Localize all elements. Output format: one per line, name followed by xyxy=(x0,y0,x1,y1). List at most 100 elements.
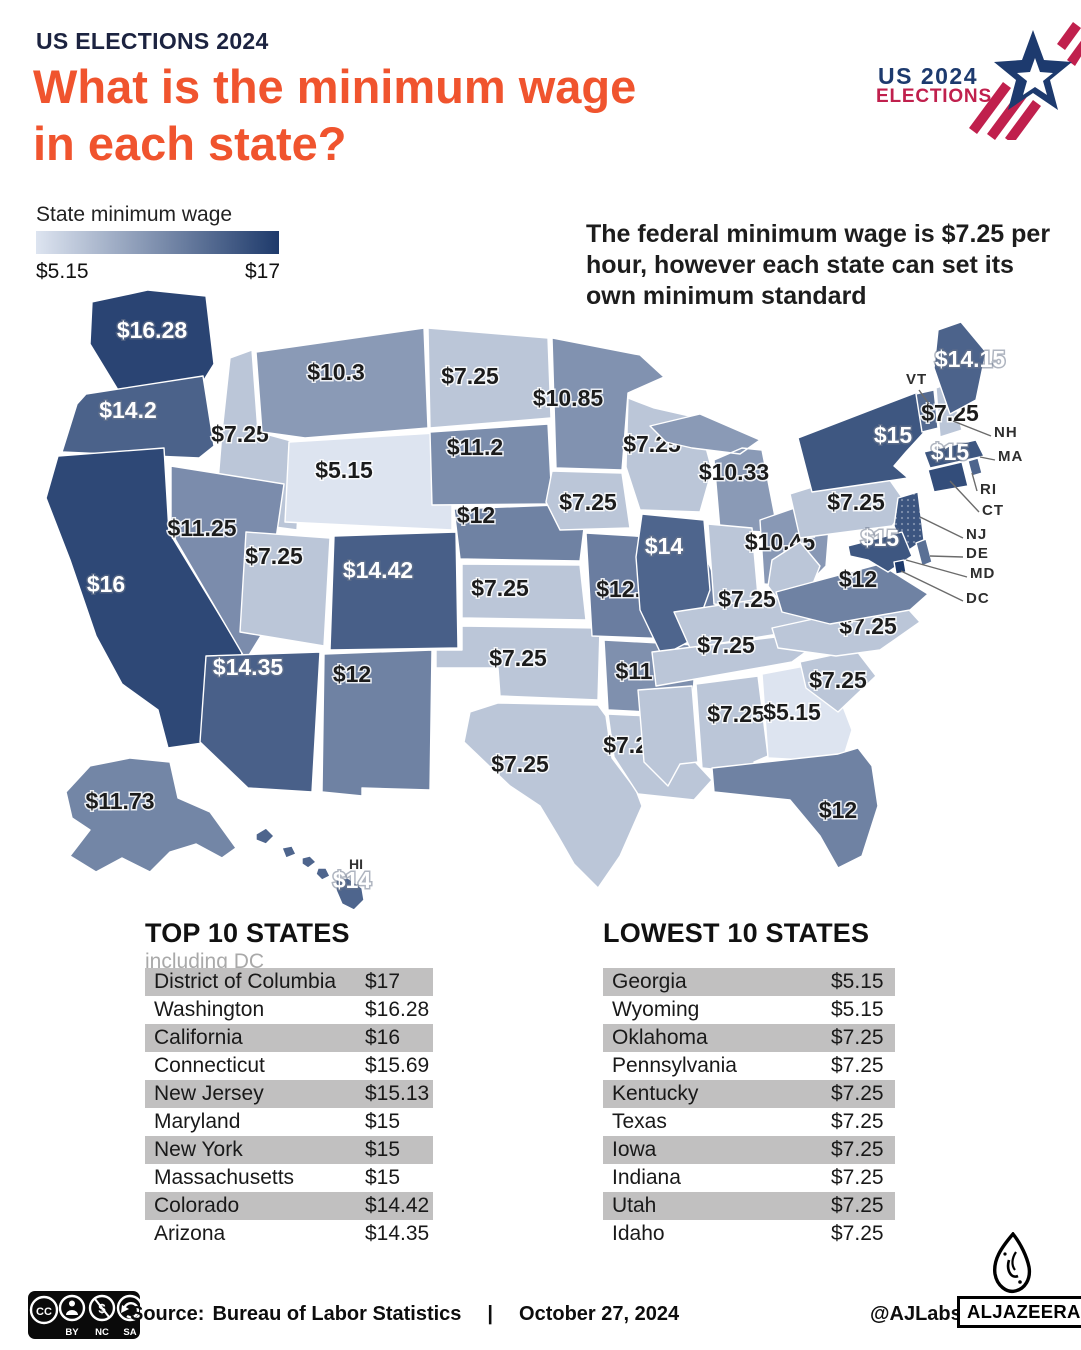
table-row: New Jersey $15.13 xyxy=(145,1080,433,1108)
state-AZ xyxy=(199,651,321,793)
top-10-table: TOP 10 STATES including DC District of C… xyxy=(145,918,433,1245)
top-10-subtitle: including DC xyxy=(145,950,265,973)
state-AL xyxy=(695,675,769,775)
state-DC xyxy=(893,559,907,575)
state-name: District of Columbia xyxy=(154,970,337,993)
us2024-elections-star-icon xyxy=(969,22,1081,140)
callout-line-DC xyxy=(900,570,964,602)
map-value-label-AK: $11.73 xyxy=(85,788,154,814)
callout-label-CT: CT xyxy=(982,502,1004,519)
state-MS xyxy=(637,685,699,787)
state-CO xyxy=(329,531,459,651)
map-value-label-MA: $15 xyxy=(931,439,970,465)
state-name: Pennsylvania xyxy=(612,1054,737,1077)
map-value-label-ND: $7.25 xyxy=(441,363,499,389)
state-DE xyxy=(915,538,933,567)
table-row: Iowa $7.25 xyxy=(603,1136,895,1164)
state-WA xyxy=(89,289,215,391)
map-value-label-TX: $7.25 xyxy=(491,751,549,777)
callout-label-VT: VT xyxy=(906,371,927,388)
table-row: Washington $16.28 xyxy=(145,996,433,1024)
state-MA xyxy=(923,439,985,469)
cc-license-badge-icon: CC BY $ NC SA xyxy=(28,1291,140,1339)
top-10-rows: District of Columbia $17 Washington $16.28 C… xyxy=(145,968,433,1248)
map-value-label-AR: $11 xyxy=(615,658,652,684)
legend-title: State minimum wage xyxy=(36,203,233,226)
map-value-label-KY: $7.25 xyxy=(718,586,776,612)
cc-icon: CC xyxy=(36,1306,52,1318)
table-row: Colorado $14.42 xyxy=(145,1192,433,1220)
state-MN xyxy=(551,337,665,471)
table-row: Georgia $5.15 xyxy=(603,968,895,996)
cc-nc-label: NC xyxy=(95,1327,109,1338)
state-wage: $14.35 xyxy=(365,1222,430,1245)
state-wage: $5.15 xyxy=(831,970,884,993)
state-wage: $15 xyxy=(365,1138,401,1161)
callout-line-CT xyxy=(949,480,980,513)
map-value-label-MT: $10.3 xyxy=(307,359,365,385)
map-value-label-CA: $16 xyxy=(87,571,125,597)
page-title-line2: in each state? xyxy=(33,117,347,170)
state-AK xyxy=(65,757,237,873)
table-row: Kentucky $7.25 xyxy=(603,1080,895,1108)
map-value-label-MD: $15 xyxy=(861,525,900,551)
state-name: California xyxy=(154,1026,243,1049)
callout-label-MD: MD xyxy=(970,565,995,582)
callout-line-DE xyxy=(929,555,964,558)
map-value-label-MN: $10.85 xyxy=(533,385,604,411)
map-value-label-VA: $12 xyxy=(839,566,877,592)
table-row: Arizona $14.35 xyxy=(145,1220,433,1248)
source-value: Bureau of Labor Statistics xyxy=(212,1303,462,1325)
state-IA xyxy=(545,470,631,531)
page-title: What is the minimum wage in each state? xyxy=(33,58,636,172)
state-name: Colorado xyxy=(154,1194,240,1217)
map-value-label-SD: $11.2 xyxy=(447,434,503,460)
state-wage: $16 xyxy=(365,1026,401,1049)
state-NM xyxy=(321,649,433,797)
legend-gradient-bar xyxy=(36,231,279,254)
state-name: Iowa xyxy=(612,1138,657,1161)
kicker: US ELECTIONS 2024 xyxy=(36,28,269,54)
map-value-label-NY: $15 xyxy=(874,422,913,448)
state-wage: $5.15 xyxy=(831,998,884,1021)
state-name: New Jersey xyxy=(154,1082,264,1105)
state-ND xyxy=(427,327,552,429)
state-RI xyxy=(967,457,983,477)
map-value-label-IA: $7.25 xyxy=(559,489,617,515)
state-TX xyxy=(463,702,643,889)
state-wage: $15.13 xyxy=(365,1082,430,1105)
map-value-label-CO: $14.42 xyxy=(343,557,413,583)
callout-label-DC: DC xyxy=(966,590,990,607)
state-CA xyxy=(45,447,243,749)
divider: | xyxy=(487,1303,494,1325)
state-NE xyxy=(453,504,585,562)
map-value-label-FL: $12 xyxy=(819,797,857,823)
source-line: Source: Bureau of Labor Statistics | Oct… xyxy=(130,1303,679,1326)
cc-sa-label: SA xyxy=(123,1327,136,1338)
map-value-label-NM: $12 xyxy=(333,661,371,687)
state-wage: $14.42 xyxy=(365,1194,430,1217)
table-row: Utah $7.25 xyxy=(603,1192,895,1220)
map-value-label-KS: $7.25 xyxy=(471,575,529,601)
map-value-label-TN: $7.25 xyxy=(697,632,755,658)
callout-label-NJ: NJ xyxy=(966,526,987,543)
table-row: Wyoming $5.15 xyxy=(603,996,895,1024)
callout-label-MA: MA xyxy=(998,448,1023,465)
state-name: Kentucky xyxy=(612,1082,699,1105)
state-NY xyxy=(797,391,929,493)
table-row: New York $15 xyxy=(145,1136,433,1164)
map-value-label-IL: $14 xyxy=(645,533,684,559)
lowest-10-rows: Georgia $5.15 Wyoming $5.15 Oklahoma $7.25 Pen… xyxy=(603,968,895,1248)
state-WY xyxy=(284,431,453,531)
state-OK xyxy=(435,625,601,701)
state-name: Massachusetts xyxy=(154,1166,295,1189)
source-label: Source: xyxy=(130,1303,205,1325)
callout-line-VT xyxy=(918,389,930,405)
map-value-label-WY: $5.15 xyxy=(315,457,373,483)
cc-by-label: BY xyxy=(65,1327,79,1338)
state-name: Washington xyxy=(154,998,265,1021)
state-name: Oklahoma xyxy=(612,1026,708,1049)
state-name: Arizona xyxy=(154,1222,226,1245)
